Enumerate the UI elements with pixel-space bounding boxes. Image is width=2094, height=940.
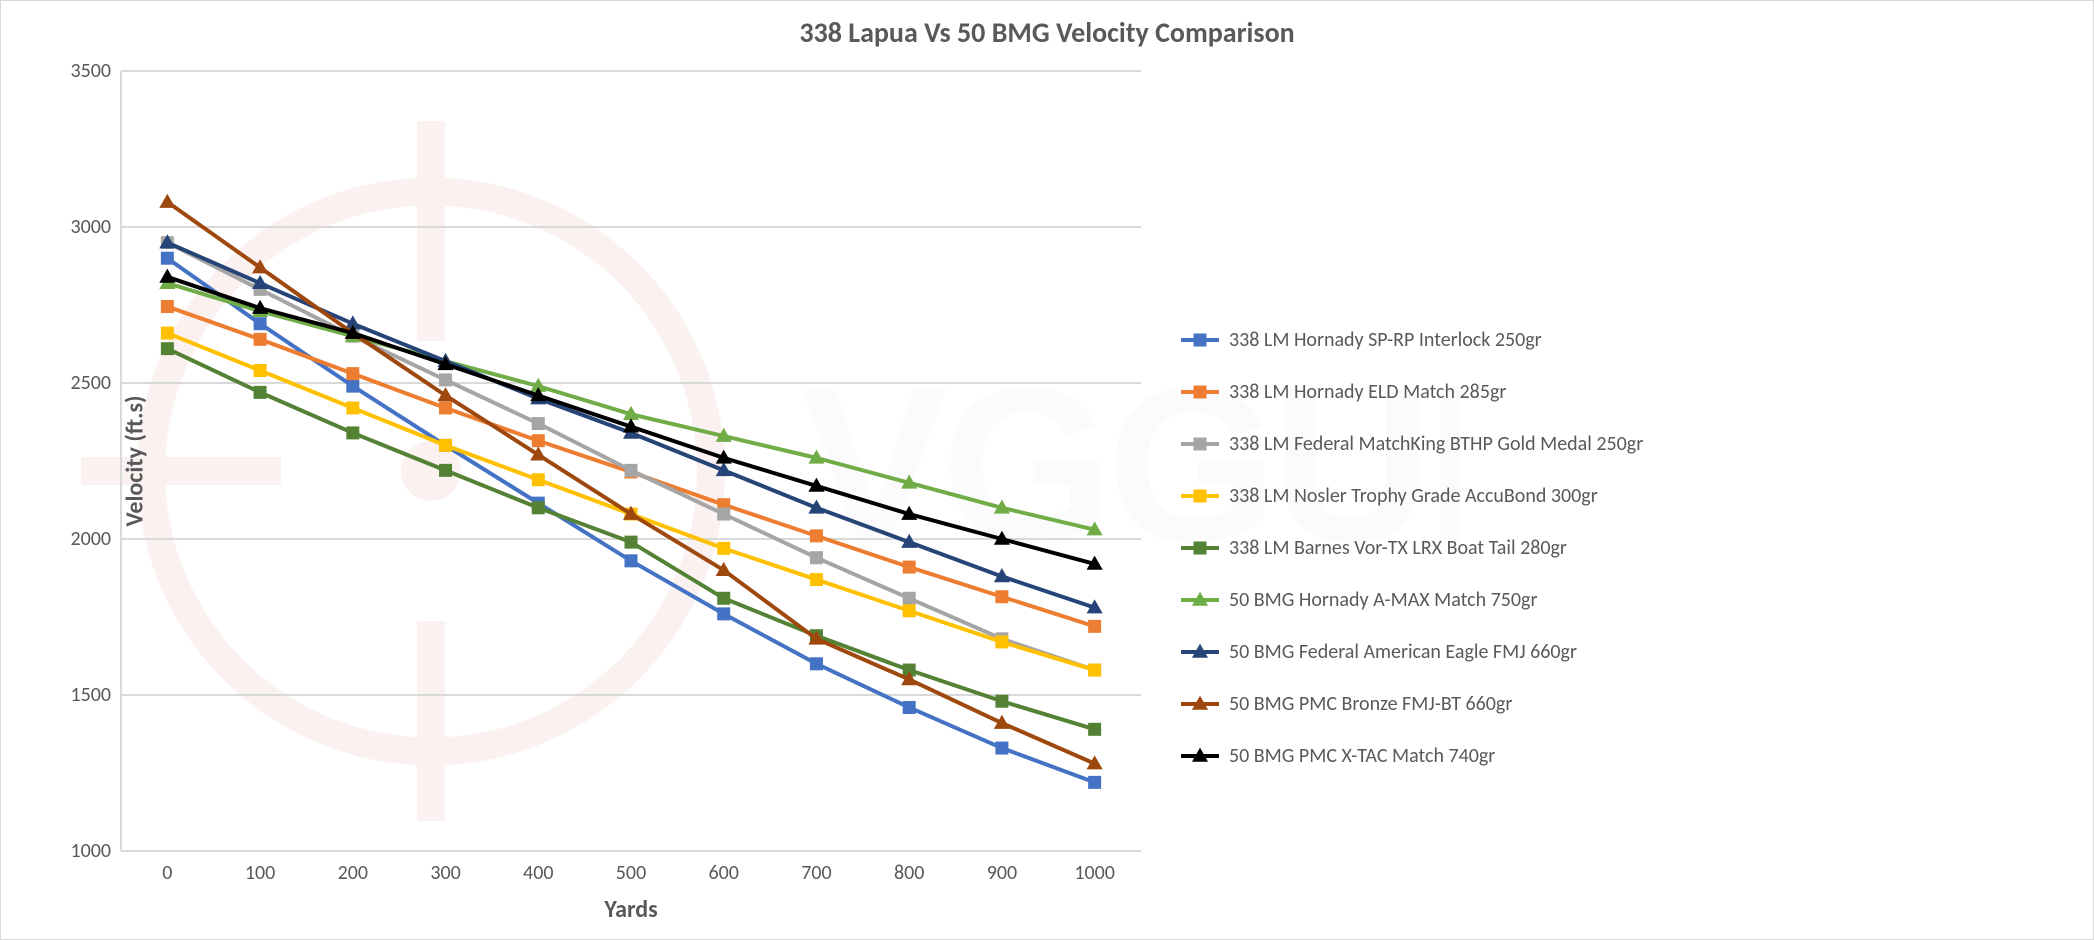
y-tick-label: 2500 bbox=[70, 371, 111, 395]
y-tick-label: 2000 bbox=[70, 527, 111, 551]
legend-swatch bbox=[1181, 642, 1219, 662]
legend-swatch bbox=[1181, 694, 1219, 714]
legend-label: 338 LM Nosler Trophy Grade AccuBond 300g… bbox=[1229, 484, 1598, 508]
chart-title: 338 Lapua Vs 50 BMG Velocity Comparison bbox=[1, 15, 2093, 50]
legend-item: 338 LM Barnes Vor-TX LRX Boat Tail 280gr bbox=[1181, 529, 1643, 567]
legend-swatch bbox=[1181, 590, 1219, 610]
legend-label: 50 BMG PMC X-TAC Match 740gr bbox=[1229, 744, 1495, 768]
y-tick-label: 3000 bbox=[70, 215, 111, 239]
legend-swatch bbox=[1181, 538, 1219, 558]
x-tick-label: 800 bbox=[894, 861, 924, 885]
legend-swatch bbox=[1181, 434, 1219, 454]
x-tick-label: 300 bbox=[430, 861, 460, 885]
y-tick-label: 1500 bbox=[70, 683, 111, 707]
x-tick-label: 200 bbox=[338, 861, 368, 885]
y-tick-label: 3500 bbox=[70, 59, 111, 83]
y-tick-label: 1000 bbox=[70, 839, 111, 863]
x-tick-label: 100 bbox=[245, 861, 275, 885]
x-tick-label: 600 bbox=[709, 861, 739, 885]
legend-item: 338 LM Hornady ELD Match 285gr bbox=[1181, 373, 1643, 411]
legend-swatch bbox=[1181, 382, 1219, 402]
x-tick-label: 400 bbox=[523, 861, 553, 885]
legend-label: 338 LM Barnes Vor-TX LRX Boat Tail 280gr bbox=[1229, 536, 1567, 560]
legend-label: 338 LM Hornady ELD Match 285gr bbox=[1229, 380, 1506, 404]
legend-label: 50 BMG Hornady A-MAX Match 750gr bbox=[1229, 588, 1537, 612]
x-tick-label: 0 bbox=[162, 861, 172, 885]
legend-label: 338 LM Hornady SP-RP Interlock 250gr bbox=[1229, 328, 1542, 352]
legend-label: 338 LM Federal MatchKing BTHP Gold Medal… bbox=[1229, 432, 1643, 456]
x-tick-label: 900 bbox=[987, 861, 1017, 885]
chart-container: VGGUN 338 Lapua Vs 50 BMG Velocity Compa… bbox=[0, 0, 2094, 940]
legend-item: 50 BMG PMC Bronze FMJ-BT 660gr bbox=[1181, 685, 1643, 723]
legend-item: 338 LM Hornady SP-RP Interlock 250gr bbox=[1181, 321, 1643, 359]
legend-item: 338 LM Federal MatchKing BTHP Gold Medal… bbox=[1181, 425, 1643, 463]
legend-item: 338 LM Nosler Trophy Grade AccuBond 300g… bbox=[1181, 477, 1643, 515]
legend-swatch bbox=[1181, 486, 1219, 506]
legend-label: 50 BMG PMC Bronze FMJ-BT 660gr bbox=[1229, 692, 1512, 716]
legend: 338 LM Hornady SP-RP Interlock 250gr 338 … bbox=[1181, 321, 1643, 789]
x-tick-label: 1000 bbox=[1074, 861, 1115, 885]
plot-area: Velocity (ft.s) 100015002000250030003500… bbox=[121, 71, 1141, 851]
y-axis-title: Velocity (ft.s) bbox=[121, 395, 150, 526]
x-axis-title: Yards bbox=[121, 895, 1141, 924]
legend-item: 50 BMG Hornady A-MAX Match 750gr bbox=[1181, 581, 1643, 619]
legend-swatch bbox=[1181, 746, 1219, 766]
x-tick-label: 700 bbox=[801, 861, 831, 885]
legend-swatch bbox=[1181, 330, 1219, 350]
legend-item: 50 BMG Federal American Eagle FMJ 660gr bbox=[1181, 633, 1643, 671]
legend-label: 50 BMG Federal American Eagle FMJ 660gr bbox=[1229, 640, 1577, 664]
x-tick-label: 500 bbox=[616, 861, 646, 885]
legend-item: 50 BMG PMC X-TAC Match 740gr bbox=[1181, 737, 1643, 775]
